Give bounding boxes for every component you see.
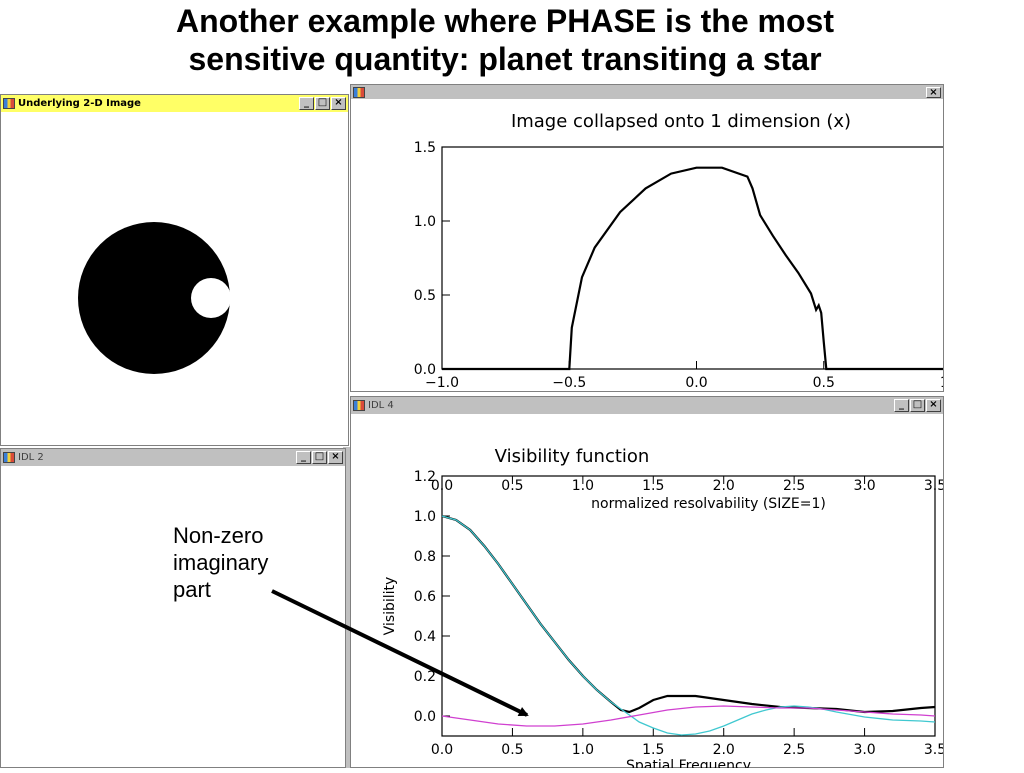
series-line-0 — [442, 166, 951, 371]
chart-title: Visibility function — [495, 446, 650, 467]
annotation-line-1: Non-zero — [173, 523, 264, 548]
close-button[interactable]: × — [926, 399, 941, 412]
y-tick-label: 1.0 — [414, 214, 436, 230]
planet-disk — [191, 278, 231, 318]
idl4-titlebar[interactable]: IDL 4 _ □ × — [351, 397, 943, 414]
y-tick-label: 0.4 — [414, 629, 436, 645]
minimize-button[interactable]: _ — [299, 97, 314, 110]
y-tick-label: 0.5 — [414, 288, 436, 304]
y-tick-label: 0.2 — [414, 669, 436, 685]
x-top-tick-label: 2.0 — [713, 478, 735, 494]
annotation-line-2: imaginary — [173, 550, 269, 575]
idl2-canvas — [1, 466, 345, 767]
x-tick-label: 1.0 — [572, 742, 594, 758]
idl4-canvas: Visibility function 0.0 0.0 0.5 0.5 1.0 1.0 1.5… — [351, 414, 946, 773]
visibility-chart: Visibility function 0.0 0.0 0.5 0.5 1.0 1.0 1.5… — [382, 446, 946, 773]
x-tick-label: 0.5 — [501, 742, 523, 758]
x-tick-label: 0.0 — [431, 742, 453, 758]
annotation-text: Non-zero imaginary part — [173, 522, 268, 603]
minimize-button[interactable]: _ — [894, 399, 909, 412]
image2d-window-title: Underlying 2-D Image — [18, 98, 141, 109]
annotation-line-3: part — [173, 577, 211, 602]
x-top-tick-label: 1.0 — [572, 478, 594, 494]
y-tick-label: 1.5 — [414, 140, 436, 156]
series-line-0 — [441, 514, 936, 714]
x-tick-label: 0.0 — [685, 375, 707, 391]
idl-app-icon — [353, 86, 365, 98]
x-top-tick-label: 3.5 — [924, 478, 943, 494]
idl2-window: IDL 2 _ □ × — [0, 448, 346, 768]
x-axis-label: Spatial Frequency — [626, 758, 751, 768]
slide-title-line-1: Another example where PHASE is the most — [176, 3, 834, 39]
idl4-window: IDL 4 _ □ × Visibility function 0.0 0.0 0.5… — [350, 396, 946, 773]
collapsed-plot-canvas: Image collapsed onto 1 dimension (x) −1.0… — [351, 99, 962, 391]
star-disk — [78, 222, 230, 374]
image2d-svg — [78, 222, 231, 374]
x-tick-label: 2.5 — [783, 742, 805, 758]
maximize-button[interactable]: □ — [312, 451, 327, 464]
y-tick-label: 0.6 — [414, 589, 436, 605]
x-tick-label: 3.5 — [924, 742, 943, 758]
minimize-button[interactable]: _ — [296, 451, 311, 464]
y-axis-label: Visibility — [382, 577, 398, 636]
collapsed-plot-titlebar[interactable]: × — [351, 85, 943, 99]
collapsed-plot-window: × Image collapsed onto 1 dimension (x) −1… — [350, 84, 962, 392]
y-tick-label: 0.0 — [414, 362, 436, 378]
y-tick-label: 1.0 — [414, 509, 436, 525]
slide-title-line-2: sensitive quantity: planet transiting a … — [188, 41, 822, 77]
x-tick-label: 3.0 — [853, 742, 875, 758]
slide-title: Another example where PHASE is the most … — [0, 2, 1010, 78]
top-axis-label: normalized resolvability (SIZE=1) — [591, 496, 826, 512]
x-top-tick-label: 0.0 — [431, 478, 453, 494]
x-tick-label: −1.0 — [425, 375, 459, 391]
x-tick-label: 0.5 — [813, 375, 835, 391]
close-button[interactable]: × — [331, 97, 346, 110]
collapsed-profile-chart: Image collapsed onto 1 dimension (x) −1.0… — [414, 111, 962, 391]
x-tick-label: −0.5 — [552, 375, 586, 391]
maximize-button[interactable]: □ — [315, 97, 330, 110]
chart-title: Image collapsed onto 1 dimension (x) — [511, 111, 851, 132]
x-tick-label: 1.5 — [642, 742, 664, 758]
x-top-tick-label: 2.5 — [783, 478, 805, 494]
maximize-button[interactable]: □ — [910, 399, 925, 412]
close-button[interactable]: × — [926, 86, 941, 98]
idl2-window-title: IDL 2 — [18, 452, 44, 463]
x-top-tick-label: 1.5 — [642, 478, 664, 494]
idl2-titlebar[interactable]: IDL 2 _ □ × — [1, 449, 345, 466]
image2d-titlebar[interactable]: Underlying 2-D Image _ □ × — [1, 95, 348, 112]
image2d-canvas — [1, 112, 348, 445]
y-tick-label: 1.2 — [414, 469, 436, 485]
x-tick-label: 2.0 — [713, 742, 735, 758]
idl-app-icon — [3, 452, 15, 463]
idl-app-icon — [3, 98, 15, 109]
idl-app-icon — [353, 400, 365, 411]
plot-frame — [441, 146, 952, 370]
series-line-1 — [441, 515, 936, 736]
series-line-2 — [441, 705, 936, 727]
y-tick-label: 0.0 — [414, 709, 436, 725]
y-tick-label: 0.8 — [414, 549, 436, 565]
idl4-window-title: IDL 4 — [368, 400, 394, 411]
close-button[interactable]: × — [328, 451, 343, 464]
x-top-tick-label: 0.5 — [501, 478, 523, 494]
x-top-tick-label: 3.0 — [853, 478, 875, 494]
x-tick-label: 1.0 — [940, 375, 943, 391]
image2d-window: Underlying 2-D Image _ □ × — [0, 94, 349, 446]
